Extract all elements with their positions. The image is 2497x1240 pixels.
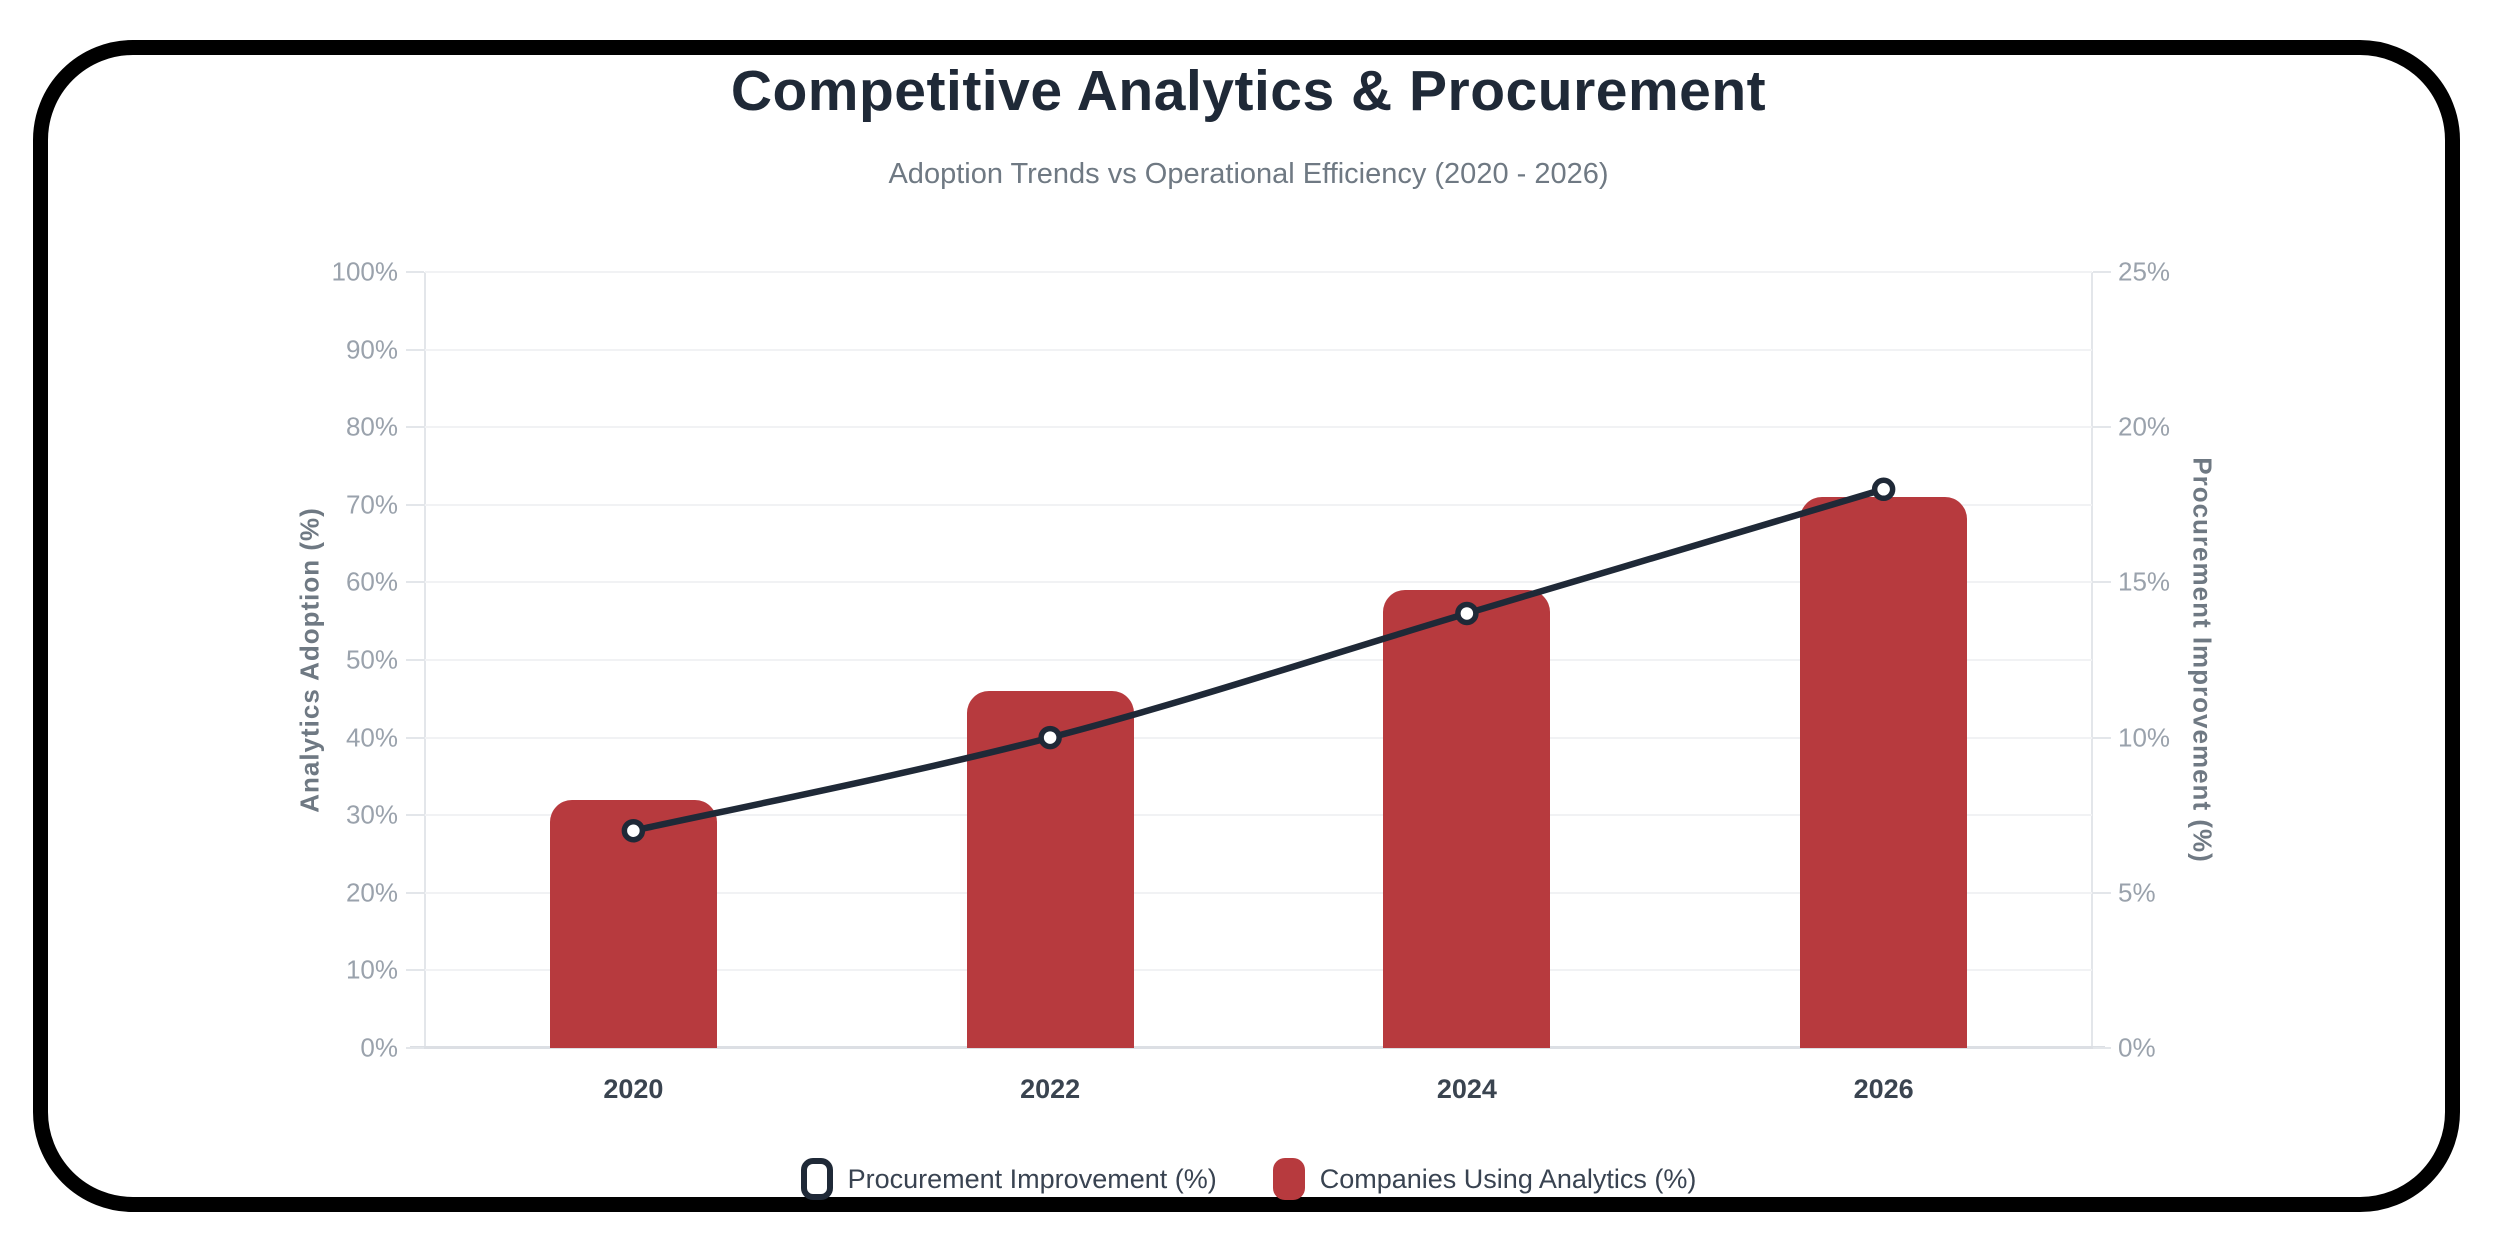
left-tick-mark (406, 969, 424, 972)
line-point-2022 (1038, 725, 1062, 750)
gridline (425, 736, 2092, 739)
left-tick-mark (406, 1047, 424, 1049)
right-tick-label: 10% (2118, 722, 2171, 753)
left-tick-label: 50% (345, 644, 398, 675)
chart-title: Competitive Analytics & Procurement (730, 59, 1767, 123)
right-tick-mark (2093, 736, 2111, 739)
line-point-2020 (621, 818, 646, 843)
bar-2026 (1800, 497, 1968, 1048)
right-tick-label: 25% (2118, 256, 2171, 287)
left-tick-mark (406, 348, 424, 351)
gridline (425, 348, 2092, 351)
right-tick-mark (2093, 426, 2111, 429)
left-tick-mark (406, 814, 424, 817)
left-tick-label: 70% (345, 489, 398, 520)
x-tick-label-2026: 2026 (1853, 1074, 1914, 1104)
gridline (425, 271, 2092, 273)
x-tick-label-2024: 2024 (1436, 1074, 1497, 1104)
gridline (425, 503, 2092, 506)
procurement-line (630, 486, 1887, 834)
right-tick-label: 0% (2118, 1032, 2156, 1063)
left-tick-label: 30% (345, 799, 398, 830)
legend-solid-swatch-icon (1272, 1158, 1305, 1200)
gridline (425, 814, 2092, 817)
right-tick-mark (2093, 1047, 2111, 1049)
gridline (425, 969, 2092, 972)
legend-item-2[interactable]: Companies Using Analytics (%) (1272, 1158, 1697, 1200)
right-tick-label: 5% (2118, 877, 2156, 908)
chart-legend: Procurement Improvement (%) Companies Usi… (0, 1158, 2497, 1200)
gridline (425, 659, 2092, 661)
right-tick-label: 20% (2118, 411, 2171, 442)
left-tick-mark (406, 891, 424, 894)
x-tick-label-2020: 2020 (603, 1074, 664, 1104)
left-tick-mark (406, 581, 424, 584)
legend-label: Procurement Improvement (%) (847, 1163, 1217, 1194)
line-point-2024 (1455, 601, 1479, 626)
right-axis-line (2091, 272, 2093, 1048)
left-tick-label: 10% (345, 954, 398, 985)
chart-subtitle: Adoption Trends vs Operational Efficienc… (888, 158, 1609, 190)
x-axis-baseline (410, 1046, 2105, 1049)
bar-2024 (1383, 590, 1551, 1048)
left-tick-label: 100% (331, 256, 399, 287)
left-tick-label: 60% (345, 566, 398, 597)
left-tick-label: 80% (345, 411, 398, 442)
left-tick-label: 90% (345, 334, 398, 365)
legend-outline-swatch-icon (800, 1158, 833, 1200)
left-tick-mark (406, 659, 424, 661)
left-tick-label: 20% (345, 877, 398, 908)
gridline (425, 426, 2092, 429)
right-tick-mark (2093, 581, 2111, 584)
left-tick-mark (406, 736, 424, 739)
line-point-2026 (1871, 477, 1896, 502)
right-axis-title: Procurement Improvement (%) (2187, 457, 2218, 863)
left-tick-mark (406, 426, 424, 429)
gridline (425, 891, 2092, 894)
right-tick-label: 15% (2118, 566, 2171, 597)
right-tick-mark (2093, 891, 2111, 894)
left-tick-label: 40% (345, 722, 398, 753)
right-tick-mark (2093, 271, 2111, 273)
left-tick-label: 0% (360, 1032, 398, 1063)
plot-area (425, 271, 2092, 1048)
gridline (425, 581, 2092, 584)
legend-label: Companies Using Analytics (%) (1319, 1163, 1697, 1194)
left-tick-mark (406, 271, 424, 273)
legend-item-1[interactable]: Procurement Improvement (%) (800, 1158, 1217, 1200)
x-tick-label-2022: 2022 (1020, 1074, 1081, 1104)
left-tick-mark (406, 503, 424, 506)
line-series-layer (621, 477, 1896, 843)
